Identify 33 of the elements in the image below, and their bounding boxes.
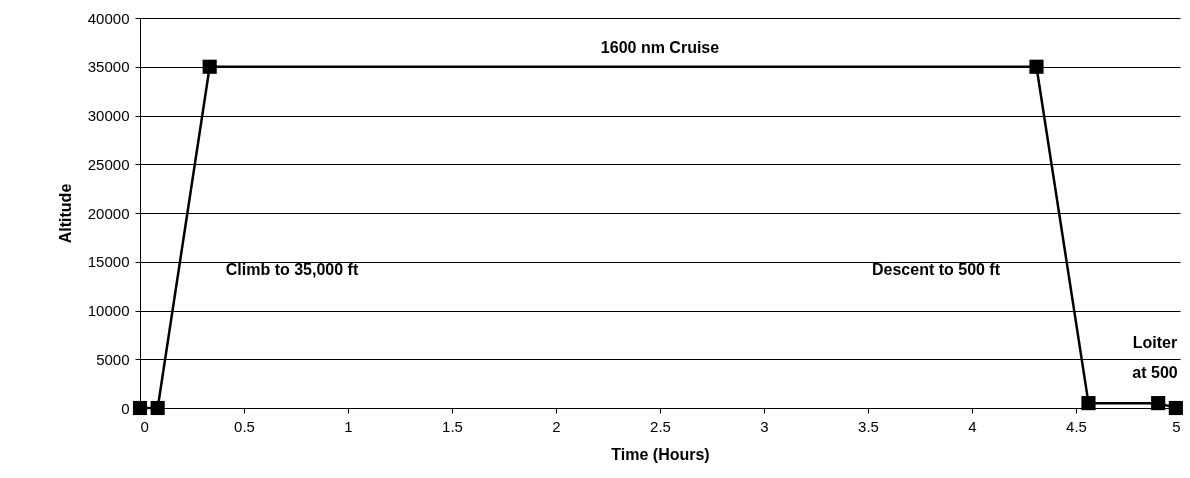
annotation: Loiter at 500 [1132,334,1178,381]
annotation: 1600 nm Cruise [600,39,720,56]
point [1081,396,1096,411]
y-tick-label: 0 [121,399,130,417]
x-tick-label: 5 [1172,417,1181,435]
x-tick-label: 0 [140,417,149,435]
x-tick-label: 1.5 [442,417,463,435]
x-tick-label: 0.5 [234,417,255,435]
y-tick-label: 15000 [87,253,130,271]
y-tick-label: 25000 [87,155,130,173]
point [132,400,148,416]
x-tick-label: 3 [760,417,769,435]
x-tick-label: 4 [968,417,977,435]
point [1151,396,1166,411]
y-tick-label: 40000 [87,9,130,27]
y-tick-label: 20000 [87,204,130,222]
x-tick-label: 4.5 [1066,417,1087,435]
x-tick-label: 3.5 [858,417,879,435]
point [150,400,165,416]
point [1029,59,1044,74]
annotation: Climb to 35,000 ft [225,261,359,278]
x-tick-label: 1 [344,417,353,435]
x-axis-title: Time (Hours) [611,445,710,463]
y-tick-label: 5000 [96,350,130,368]
y-tick-label: 10000 [87,302,130,319]
y-axis-title: Altitude [56,183,74,244]
point [202,59,217,74]
point [1168,400,1183,416]
y-tick-label: 30000 [87,107,130,124]
annotation: Descent to 500 ft [871,261,1001,278]
x-tick-label: 2 [552,417,561,435]
x-tick-label: 2.5 [650,417,671,435]
y-tick-label: 35000 [87,58,130,76]
